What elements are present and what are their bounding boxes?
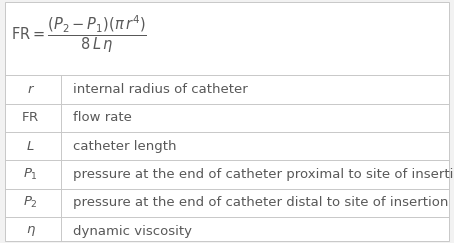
Text: $P_2$: $P_2$ [23,195,38,210]
Text: $\mathrm{FR} = \dfrac{(P_2-P_1)(\pi\, r^4)}{8\,L\,\eta}$: $\mathrm{FR} = \dfrac{(P_2-P_1)(\pi\, r^… [11,13,147,55]
Text: $P_1$: $P_1$ [23,167,38,182]
Text: flow rate: flow rate [73,111,132,124]
Text: internal radius of catheter: internal radius of catheter [73,83,247,96]
Text: pressure at the end of catheter proximal to site of insertion: pressure at the end of catheter proximal… [73,168,454,181]
Text: pressure at the end of catheter distal to site of insertion: pressure at the end of catheter distal t… [73,196,448,209]
Text: $\mathrm{FR}$: $\mathrm{FR}$ [21,111,40,124]
Text: $r$: $r$ [27,83,35,96]
Text: dynamic viscosity: dynamic viscosity [73,225,192,238]
Text: catheter length: catheter length [73,140,176,153]
Text: $\eta$: $\eta$ [26,224,35,238]
Text: $L$: $L$ [26,140,35,153]
